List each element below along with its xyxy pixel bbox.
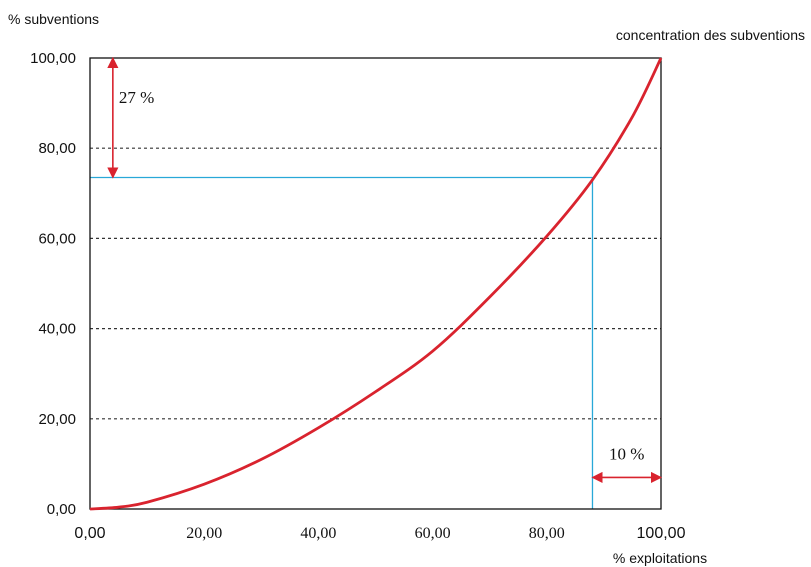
- series-lines: [89, 57, 663, 511]
- x-tick-label: 100,00: [637, 525, 686, 542]
- annotation-label: 10 %: [609, 444, 644, 463]
- x-tick-label: 60,00: [415, 525, 451, 542]
- x-tick-label: 40,00: [300, 525, 336, 542]
- x-axis-label: % exploitations: [613, 550, 707, 566]
- y-tick-label: 20,00: [38, 411, 76, 428]
- y-tick-label: 0,00: [47, 501, 76, 518]
- x-tick-label: 80,00: [529, 525, 565, 542]
- x-tick-label: 20,00: [186, 525, 222, 542]
- y-tick-labels: 0,00 20,00 40,00 60,00 80,00 100,00: [30, 50, 76, 518]
- annotation-label: 27 %: [119, 88, 154, 107]
- y-tick-label: 80,00: [38, 140, 76, 157]
- y-tick-label: 100,00: [30, 50, 76, 67]
- grid-lines: [90, 147, 661, 420]
- y-tick-label: 60,00: [38, 230, 76, 247]
- reference-lines: [90, 176, 594, 509]
- y-tick-label: 40,00: [38, 321, 76, 338]
- x-tick-labels: 0,00 20,00 40,00 60,00 80,00 100,00: [74, 525, 685, 542]
- series-line: [89, 57, 663, 511]
- axes: [89, 57, 662, 510]
- annotations: 27 % 10 %: [107, 56, 663, 484]
- plot-frame: [89, 57, 662, 510]
- y-axis-label: % subventions: [8, 11, 99, 27]
- x-tick-label: 0,00: [74, 525, 105, 542]
- series-label: concentration des subventions: [616, 27, 805, 43]
